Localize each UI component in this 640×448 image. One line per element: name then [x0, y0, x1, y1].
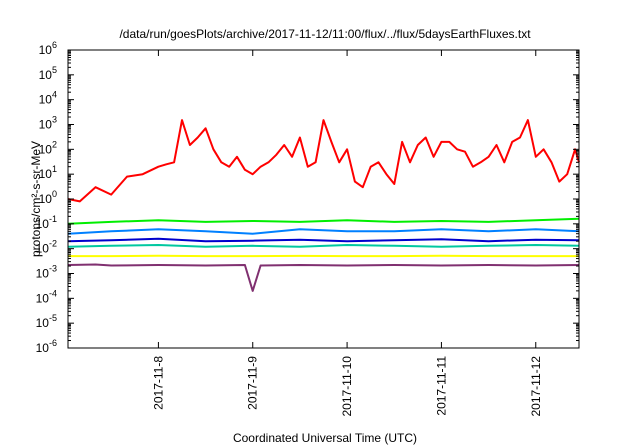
- x-tick-label-1: 2017-11-9: [246, 356, 260, 410]
- y-axis: 10-610-510-410-310-210-11001011021031041…: [36, 40, 579, 355]
- series-line-7: [67, 263, 580, 292]
- x-tick-label-3: 2017-11-11: [434, 356, 448, 416]
- series-line-5: [67, 244, 580, 248]
- y-tick-exponent: -4: [49, 288, 57, 298]
- y-tick-exponent: -2: [49, 239, 57, 249]
- y-tick-label-2: 10-4: [36, 288, 57, 305]
- y-tick-exponent: 1: [52, 164, 57, 174]
- y-tick-exponent: 0: [52, 189, 57, 199]
- y-tick-label-1: 10-5: [36, 313, 57, 330]
- x-tick-label-4: 2017-11-12: [529, 356, 543, 417]
- series-line-1: [67, 119, 580, 203]
- y-tick-exponent: -5: [49, 313, 57, 323]
- y-axis-label: protons/cm²-s-sr-MeV: [29, 141, 43, 257]
- y-tick-exponent: 5: [52, 65, 57, 75]
- series-line-2: [67, 217, 580, 225]
- x-tick-label-0: 2017-11-8: [151, 356, 165, 410]
- y-tick-exponent: 2: [52, 139, 57, 149]
- y-tick-exponent: -3: [49, 264, 57, 274]
- y-tick-label-12: 106: [39, 40, 57, 57]
- y-tick-label-10: 104: [39, 90, 57, 107]
- y-tick-exponent: 6: [52, 40, 57, 50]
- y-tick-label-3: 10-3: [36, 264, 57, 281]
- y-tick-label-0: 10-6: [36, 338, 57, 355]
- plot-frame: [67, 49, 580, 349]
- y-tick-exponent: 3: [52, 115, 57, 125]
- y-tick-exponent: -1: [49, 214, 57, 224]
- x-axis-label: Coordinated Universal Time (UTC): [233, 431, 417, 445]
- chart-title: /data/run/goesPlots/archive/2017-11-12/1…: [119, 27, 531, 41]
- series-line-4: [67, 237, 580, 243]
- x-axis: 2017-11-8 2017-11-9 2017-11-10 2017-11-11 20…: [151, 50, 543, 417]
- x-tick-label-2: 2017-11-10: [340, 356, 354, 417]
- series-line-3: [67, 228, 580, 235]
- y-tick-exponent: -6: [49, 338, 57, 348]
- y-tick-label-11: 105: [39, 65, 57, 82]
- y-tick-label-9: 103: [39, 115, 57, 132]
- series-layer: [67, 119, 580, 292]
- y-tick-exponent: 4: [52, 90, 57, 100]
